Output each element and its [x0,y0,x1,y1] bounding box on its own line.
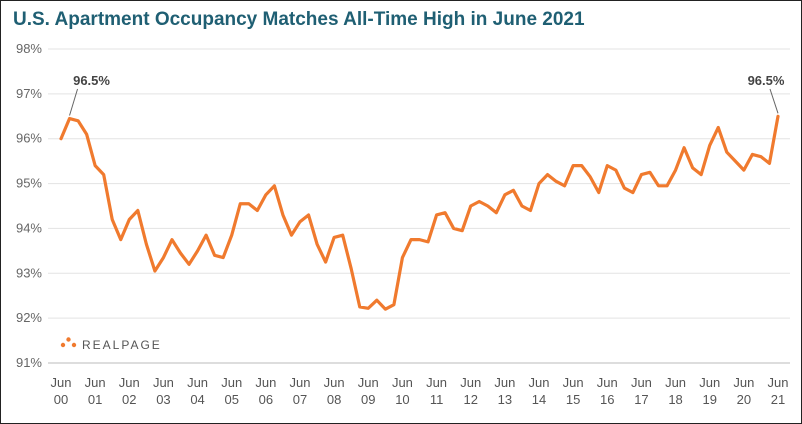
x-tick-label-year: 09 [361,392,375,407]
x-tick-label-month: Jun [392,375,413,390]
x-tick-label-year: 00 [54,392,68,407]
logo-dot [60,342,66,348]
x-tick-label-year: 20 [737,392,751,407]
x-tick-label-month: Jun [221,375,242,390]
x-tick-label-year: 12 [463,392,477,407]
x-tick-label-month: Jun [733,375,754,390]
y-tick-label: 96% [16,131,42,146]
x-tick-label-year: 15 [566,392,580,407]
x-axis-ticks: Jun 00 Jun 01 Jun 02 Jun 03 Jun 04 Jun 05 Jun 06 Jun 07… [51,375,789,407]
x-tick-label-year: 05 [224,392,238,407]
x-tick-label-month: Jun [358,375,379,390]
x-tick-label-month: Jun [119,375,140,390]
x-tick-label-year: 01 [88,392,102,407]
x-tick-label-year: 13 [498,392,512,407]
y-tick-label: 94% [16,220,42,235]
x-tick-label-year: 07 [293,392,307,407]
occupancy-series-line [59,114,780,311]
y-tick-label: 92% [16,310,42,325]
x-tick-label-month: Jun [597,375,618,390]
realpage-logo: REALPAGE [60,337,162,352]
y-tick-label: 91% [16,355,42,370]
x-tick-label-year: 18 [668,392,682,407]
annotation-label: 96.5% [748,73,785,88]
y-tick-label: 95% [16,176,42,191]
logo-dot [66,337,71,342]
x-tick-label-month: Jun [529,375,550,390]
x-tick-label-month: Jun [255,375,276,390]
y-tick-label: 98% [16,41,42,56]
series-points [60,115,780,311]
x-tick-label-year: 16 [600,392,614,407]
x-tick-label-year: 17 [634,392,648,407]
x-tick-label-month: Jun [324,375,345,390]
x-tick-label-year: 02 [122,392,136,407]
x-tick-label-year: 10 [395,392,409,407]
x-tick-label-year: 11 [430,392,444,407]
x-tick-label-year: 04 [190,392,204,407]
x-tick-label-month: Jun [768,375,789,390]
y-tick-label: 97% [16,86,42,101]
x-tick-label-year: 06 [259,392,273,407]
y-axis-ticks: 98% 97% 96% 95% 94% 93% 92% 91% [16,41,42,370]
chart-title: U.S. Apartment Occupancy Matches All-Tim… [13,9,585,30]
x-tick-label-month: Jun [153,375,174,390]
x-tick-label-year: 03 [156,392,170,407]
gridlines [48,48,790,364]
annotation-leader [69,88,79,116]
x-tick-label-month: Jun [699,375,720,390]
x-tick-label-month: Jun [494,375,515,390]
x-tick-label-month: Jun [631,375,652,390]
x-tick-label-month: Jun [426,375,447,390]
annotation-label: 96.5% [73,73,110,88]
x-tick-label-year: 08 [327,392,341,407]
annotation-leader [769,88,779,114]
x-tick-label-month: Jun [563,375,584,390]
x-tick-label-month: Jun [51,375,72,390]
y-tick-label: 93% [16,265,42,280]
x-tick-label-month: Jun [460,375,481,390]
x-tick-label-month: Jun [290,375,311,390]
x-tick-label-month: Jun [85,375,106,390]
x-tick-label-year: 14 [532,392,546,407]
annotations: 96.5% 96.5% [69,73,785,116]
x-tick-label-month: Jun [187,375,208,390]
x-tick-label-year: 19 [702,392,716,407]
logo-text: REALPAGE [82,338,162,352]
x-tick-label-month: Jun [665,375,686,390]
x-tick-label-year: 21 [771,392,785,407]
logo-dot [71,342,77,348]
